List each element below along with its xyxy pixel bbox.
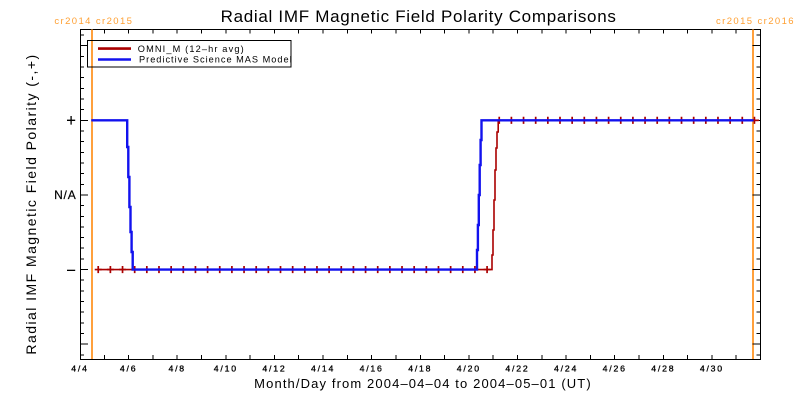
svg-text:Month/Day from 2004–04–04 to 2: Month/Day from 2004–04–04 to 2004–05–01 …: [254, 376, 592, 391]
svg-text:N/A: N/A: [54, 188, 76, 202]
svg-text:4/4: 4/4: [71, 364, 88, 374]
svg-text:Radial IMF Magnetic Field Pola: Radial IMF Magnetic Field Polarity (-,+): [23, 53, 39, 354]
svg-text:4/24: 4/24: [554, 364, 578, 374]
svg-text:4/12: 4/12: [262, 364, 286, 374]
svg-text:4/8: 4/8: [168, 364, 185, 374]
svg-text:4/18: 4/18: [408, 364, 432, 374]
svg-text:4/28: 4/28: [651, 364, 675, 374]
svg-text:Radial IMF Magnetic Field Pola: Radial IMF Magnetic Field Polarity Compa…: [221, 7, 617, 26]
svg-text:Predictive Science MAS Model: Predictive Science MAS Model: [139, 55, 293, 65]
svg-text:4/16: 4/16: [360, 364, 384, 374]
svg-text:4/22: 4/22: [505, 364, 529, 374]
svg-text:4/10: 4/10: [214, 364, 238, 374]
svg-text:4/26: 4/26: [603, 364, 627, 374]
svg-text:OMNI_M (12–hr avg): OMNI_M (12–hr avg): [138, 44, 245, 54]
svg-text:4/14: 4/14: [311, 364, 335, 374]
svg-text:cr2014 cr2015: cr2014 cr2015: [54, 16, 133, 27]
svg-text:4/30: 4/30: [700, 364, 724, 374]
svg-text:4/20: 4/20: [457, 364, 481, 374]
svg-text:cr2015 cr2016: cr2015 cr2016: [716, 16, 795, 27]
svg-text:4/6: 4/6: [120, 364, 137, 374]
